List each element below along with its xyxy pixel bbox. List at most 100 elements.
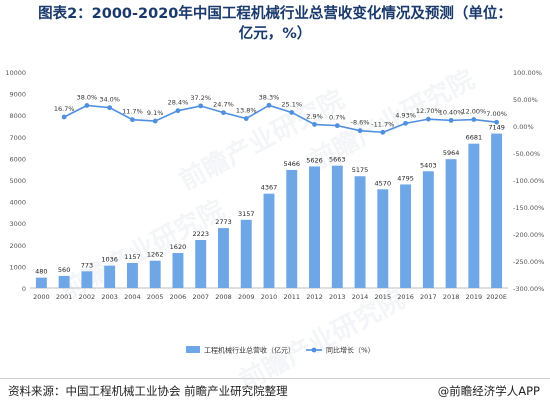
- right-axis-tick-label: -250.00%: [513, 258, 544, 266]
- x-axis-tick-label: 2002: [79, 293, 96, 301]
- revenue-bar-value-label: 2223: [192, 230, 209, 238]
- revenue-bar: [468, 143, 480, 288]
- revenue-bar-value-label: 5175: [352, 166, 369, 174]
- legend-label-revenue: 工程机械行业总营收（亿元）: [204, 346, 295, 355]
- revenue-bar: [445, 159, 457, 288]
- chart-title-line-1: 图表2：2000-2020年中国工程机械行业总营收变化情况及预测（单位：: [38, 6, 512, 22]
- revenue-bar-value-label: 3157: [238, 210, 255, 218]
- left-axis-tick-label: 1000: [9, 263, 26, 271]
- x-axis-tick-label: 2010: [261, 293, 278, 301]
- growth-rate-point: [130, 117, 135, 123]
- growth-rate-value-label: 28.4%: [168, 99, 189, 107]
- growth-rate-point: [494, 119, 500, 125]
- revenue-bar-value-label: 4795: [397, 174, 414, 182]
- growth-rate-value-label: 25.1%: [281, 100, 302, 108]
- revenue-bar: [104, 265, 116, 288]
- revenue-bar: [149, 260, 161, 288]
- data-source: 资料来源：中国工程机械工业协会 前瞻产业研究院整理: [8, 384, 288, 398]
- revenue-bar-value-label: 4367: [261, 184, 278, 192]
- growth-rate-value-label: 12.00%: [461, 108, 486, 116]
- right-axis-tick-label: 0.00%: [513, 123, 534, 131]
- growth-rate-point: [403, 120, 408, 126]
- left-axis-tick-label: 5000: [9, 177, 26, 185]
- revenue-bar-value-label: 5403: [420, 161, 437, 169]
- revenue-bar-value-label: 6681: [466, 134, 483, 142]
- revenue-bar-value-label: 560: [58, 266, 70, 274]
- x-axis-tick-label: 2013: [329, 293, 346, 301]
- growth-rate-point: [175, 108, 181, 114]
- right-axis-tick-label: 100.00%: [513, 69, 542, 77]
- left-axis-tick-label: 8000: [9, 112, 26, 120]
- revenue-bar-value-label: 7149: [488, 124, 505, 132]
- revenue-bar: [172, 253, 184, 288]
- footer-divider: [0, 378, 550, 379]
- growth-rate-point: [334, 123, 340, 129]
- growth-rate-value-label: 13.8%: [236, 107, 257, 115]
- growth-rate-point: [312, 122, 317, 127]
- growth-rate-point: [266, 102, 272, 108]
- right-axis-tick-label: -200.00%: [513, 231, 544, 239]
- growth-rate-value-label: 34.0%: [99, 96, 120, 104]
- legend-label-growth: 同比增长（%）: [326, 346, 375, 355]
- x-axis-tick-label: 2017: [420, 293, 437, 301]
- revenue-bar: [263, 193, 275, 288]
- growth-rate-value-label: 2.9%: [306, 112, 323, 120]
- x-axis-tick-label: 2001: [56, 293, 73, 301]
- x-axis-tick-label: 2016: [397, 293, 414, 301]
- revenue-bar-value-label: 773: [81, 261, 93, 269]
- right-axis-tick-label: -50.00%: [513, 150, 540, 158]
- x-axis-tick-label: 2012: [306, 293, 323, 301]
- revenue-bar-value-label: 1262: [147, 251, 164, 259]
- x-axis-tick-label: 2000: [33, 293, 50, 301]
- growth-rate-point: [61, 114, 67, 120]
- growth-rate-point: [289, 110, 295, 115]
- left-axis-tick-label: 3000: [9, 220, 26, 228]
- left-axis-tick-label: 7000: [9, 134, 26, 142]
- left-axis-tick-label: 2000: [9, 242, 26, 250]
- x-axis-tick-label: 2003: [101, 293, 118, 301]
- revenue-bar: [354, 176, 366, 288]
- revenue-bar-value-label: 1157: [124, 253, 141, 261]
- left-axis-tick-label: 10000: [5, 69, 26, 77]
- x-axis-tick-label: 2020E: [486, 293, 507, 301]
- x-axis-tick-label: 2018: [443, 293, 460, 301]
- revenue-bar: [35, 277, 47, 288]
- left-axis-tick-label: 0: [22, 285, 26, 293]
- revenue-bar-value-label: 2773: [215, 218, 232, 226]
- revenue-bar: [240, 219, 252, 288]
- left-axis-tick-label: 4000: [9, 199, 26, 207]
- growth-rate-point: [471, 117, 477, 122]
- revenue-bar-value-label: 5466: [283, 160, 300, 168]
- right-axis-tick-label: -150.00%: [513, 204, 544, 212]
- x-axis-tick-label: 2006: [170, 293, 187, 301]
- x-axis-tick-label: 2008: [215, 293, 232, 301]
- growth-rate-point: [357, 128, 363, 134]
- revenue-bar: [81, 271, 93, 288]
- revenue-bar: [331, 165, 343, 288]
- revenue-bar: [58, 275, 70, 288]
- chart-title: 图表2：2000-2020年中国工程机械行业总营收变化情况及预测（单位： 亿元，…: [8, 4, 542, 44]
- x-axis-tick-label: 2015: [375, 293, 392, 301]
- revenue-growth-chart: 0 1000 2000 3000 4000 5000 6000 7000 8000 9000 100…: [5, 69, 544, 355]
- revenue-bar: [218, 228, 229, 288]
- revenue-bar-value-label: 5964: [443, 149, 460, 157]
- left-axis-tick-label: 6000: [9, 155, 26, 163]
- revenue-bar: [126, 263, 138, 288]
- revenue-bar: [422, 171, 434, 288]
- right-axis-tick-label: 50.00%: [513, 96, 538, 104]
- growth-rate-value-label: 11.7%: [122, 108, 143, 116]
- revenue-bar-value-label: 4570: [375, 179, 392, 187]
- growth-rate-point: [448, 117, 454, 123]
- growth-rate-point: [198, 103, 204, 109]
- growth-rate-value-label: 10.40%: [439, 108, 464, 116]
- growth-rate-line: [63, 104, 497, 134]
- growth-rate-point: [107, 105, 113, 111]
- growth-rate-value-label: -8.6%: [351, 119, 370, 127]
- x-axis-tick-label: 2019: [466, 293, 483, 301]
- growth-rate-value-label: 24.7%: [213, 101, 234, 109]
- x-axis-tick-label: 2009: [238, 293, 255, 301]
- x-axis-tick-label: 2004: [124, 293, 141, 301]
- right-axis-tick-label: -100.00%: [513, 177, 544, 185]
- revenue-bar: [377, 189, 389, 288]
- x-axis-tick-label: 2011: [283, 293, 300, 301]
